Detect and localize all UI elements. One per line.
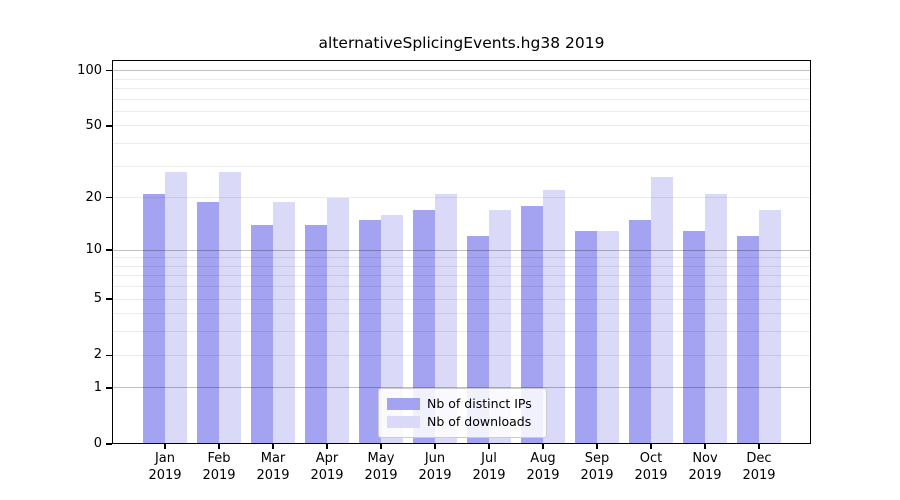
minor-gridline	[113, 275, 811, 277]
bar-downloads-aug	[543, 190, 565, 444]
x-tick-label: Oct 2019	[634, 451, 668, 483]
bar-downloads-mar	[273, 201, 295, 444]
major-gridline	[113, 387, 811, 389]
minor-gridline	[113, 87, 811, 89]
x-tick	[164, 444, 166, 449]
bar-distinct-ips-sep	[575, 230, 597, 444]
bar-downloads-nov	[705, 193, 727, 444]
legend-item-downloads: Nb of downloads	[387, 415, 538, 429]
x-tick-label: Jul 2019	[472, 451, 506, 483]
minor-gridline	[113, 286, 811, 288]
minor-gridline	[113, 265, 811, 267]
y-tick	[106, 387, 112, 389]
legend-item-distinct-ips: Nb of distinct IPs	[387, 397, 538, 411]
bar-distinct-ips-nov	[683, 230, 705, 444]
y-tick-label: 20	[85, 189, 102, 205]
y-tick	[106, 354, 112, 356]
bar-distinct-ips-may	[359, 219, 381, 444]
plot-frame	[112, 60, 811, 444]
x-tick-label: Feb 2019	[202, 451, 236, 483]
minor-gridline	[113, 257, 811, 259]
bar-downloads-oct	[651, 177, 673, 444]
chart-title: alternativeSplicingEvents.hg38 2019	[318, 34, 605, 52]
bar-distinct-ips-dec	[737, 236, 759, 444]
major-gridline	[113, 70, 811, 72]
x-tick	[650, 444, 652, 449]
y-tick-label: 2	[93, 347, 102, 363]
x-tick	[704, 444, 706, 449]
bar-downloads-jul	[489, 210, 511, 444]
bar-downloads-apr	[327, 197, 349, 444]
y-tick-label: 50	[85, 117, 102, 133]
y-tick-label: 10	[85, 242, 102, 257]
y-tick-label: 100	[77, 62, 102, 78]
x-tick-label: Jun 2019	[418, 451, 452, 483]
bar-downloads-sep	[597, 230, 619, 444]
x-tick-label: Nov 2019	[688, 451, 722, 483]
y-tick	[106, 197, 112, 199]
bar-distinct-ips-oct	[629, 219, 651, 444]
legend-label-distinct-ips: Nb of distinct IPs	[427, 396, 532, 411]
bar-distinct-ips-apr	[305, 224, 327, 444]
legend-label-downloads: Nb of downloads	[427, 414, 532, 429]
minor-gridline	[113, 143, 811, 145]
y-tick	[106, 298, 112, 300]
y-tick	[106, 249, 112, 251]
y-tick-label: 5	[93, 291, 102, 307]
x-tick	[218, 444, 220, 449]
y-tick-label: 0	[93, 436, 102, 451]
minor-gridline	[113, 78, 811, 80]
x-tick-label: Aug 2019	[526, 451, 560, 483]
x-tick-label: Jan 2019	[148, 451, 182, 483]
x-tick-label: Apr 2019	[310, 451, 344, 483]
x-tick-label: Dec 2019	[742, 451, 776, 483]
bar-distinct-ips-aug	[521, 205, 543, 444]
minor-gridline	[113, 110, 811, 112]
bar-downloads-jan	[165, 171, 187, 444]
x-tick	[272, 444, 274, 449]
minor-gridline	[113, 331, 811, 333]
y-tick	[106, 125, 112, 127]
x-tick	[596, 444, 598, 449]
minor-gridline	[113, 197, 811, 199]
x-tick-label: May 2019	[364, 451, 398, 483]
minor-gridline	[113, 125, 811, 127]
legend-swatch-downloads	[387, 416, 420, 428]
bar-downloads-feb	[219, 171, 241, 444]
y-tick	[106, 70, 112, 72]
x-tick-label: Mar 2019	[256, 451, 290, 483]
major-gridline	[113, 249, 811, 251]
minor-gridline	[113, 354, 811, 356]
bar-distinct-ips-jan	[143, 193, 165, 444]
x-tick	[380, 444, 382, 449]
bar-downloads-jun	[435, 193, 457, 444]
bar-distinct-ips-mar	[251, 224, 273, 444]
minor-gridline	[113, 98, 811, 100]
bar-downloads-dec	[759, 210, 781, 444]
bar-distinct-ips-jun	[413, 210, 435, 444]
minor-gridline	[113, 313, 811, 315]
bar-distinct-ips-feb	[197, 201, 219, 444]
minor-gridline	[113, 165, 811, 167]
y-tick-label: 1	[93, 379, 102, 395]
x-tick	[434, 444, 436, 449]
y-tick	[106, 443, 112, 445]
minor-gridline	[113, 298, 811, 300]
x-tick	[488, 444, 490, 449]
legend: Nb of distinct IPs Nb of downloads	[378, 388, 547, 438]
x-tick-label: Sep 2019	[580, 451, 614, 483]
x-tick	[542, 444, 544, 449]
x-tick	[326, 444, 328, 449]
bar-downloads-may	[381, 214, 403, 444]
x-tick	[758, 444, 760, 449]
legend-swatch-distinct-ips	[387, 398, 420, 410]
